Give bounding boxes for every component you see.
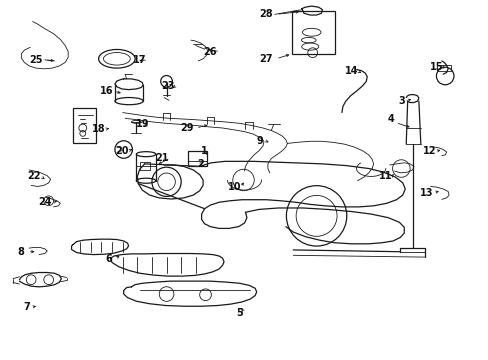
Text: 18: 18: [91, 124, 105, 134]
Text: 20: 20: [115, 145, 128, 156]
Text: 23: 23: [161, 81, 174, 91]
Text: 17: 17: [133, 55, 146, 65]
Text: 4: 4: [386, 114, 393, 124]
Text: 10: 10: [227, 182, 241, 192]
Text: 8: 8: [17, 247, 24, 257]
Text: 1: 1: [201, 146, 207, 156]
Text: 5: 5: [236, 308, 243, 318]
Text: 19: 19: [135, 120, 149, 129]
Text: 22: 22: [27, 171, 41, 181]
Text: 15: 15: [429, 62, 443, 72]
Text: 29: 29: [180, 123, 193, 133]
Bar: [140, 162, 150, 170]
Text: 25: 25: [29, 55, 42, 65]
Text: 21: 21: [155, 153, 168, 163]
Text: 3: 3: [397, 96, 404, 106]
Text: 11: 11: [378, 171, 392, 181]
Text: 14: 14: [344, 66, 358, 76]
Bar: [73, 108, 96, 143]
Text: 12: 12: [422, 146, 435, 156]
Text: 6: 6: [105, 254, 112, 264]
Text: 9: 9: [256, 136, 263, 145]
Text: 28: 28: [259, 9, 273, 19]
Text: 7: 7: [23, 302, 30, 312]
Bar: [292, 12, 334, 54]
Text: 16: 16: [100, 86, 114, 96]
Text: 24: 24: [38, 197, 51, 207]
Bar: [188, 150, 206, 166]
Text: 13: 13: [420, 188, 433, 198]
Text: 26: 26: [203, 46, 217, 57]
Text: 2: 2: [197, 159, 203, 169]
Bar: [436, 64, 449, 71]
Text: 27: 27: [259, 54, 273, 64]
